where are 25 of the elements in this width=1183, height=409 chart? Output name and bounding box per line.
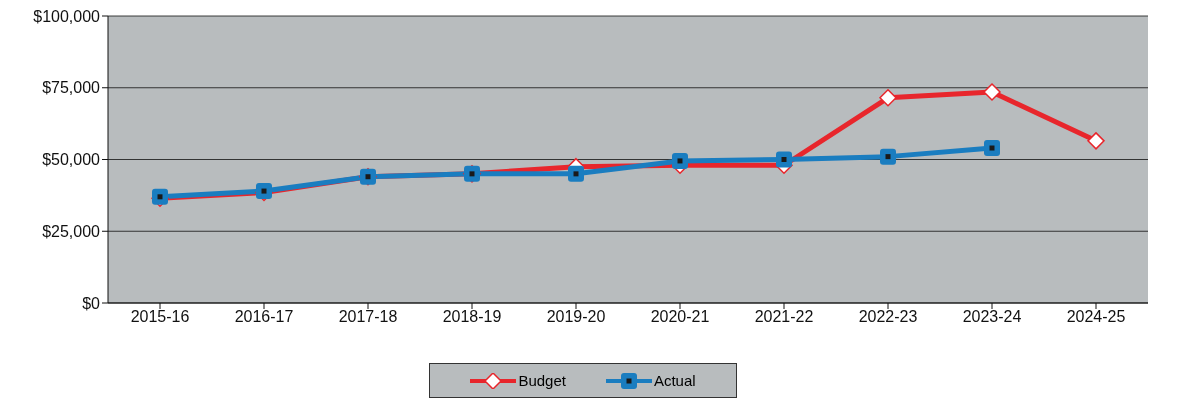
- x-tick-label: 2017-18: [338, 308, 398, 326]
- x-tick-label: 2018-19: [442, 308, 502, 326]
- x-tick-label: 2024-25: [1066, 308, 1126, 326]
- point: [984, 140, 1000, 157]
- y-tick-label: $0: [82, 294, 101, 312]
- x-tick-label: 2023-24: [962, 308, 1022, 326]
- x-tick-label: 2021-22: [754, 308, 814, 326]
- point: [879, 89, 897, 107]
- point: [983, 83, 1001, 101]
- legend-label: Budget: [518, 372, 566, 389]
- x-tick-label: 2019-20: [546, 308, 606, 326]
- point: [1087, 132, 1105, 150]
- y-tick-label: $100,000: [33, 7, 101, 25]
- x-tick-label: 2020-21: [650, 308, 710, 326]
- y-tick-label: $75,000: [42, 79, 101, 97]
- legend-label: Actual: [653, 372, 696, 389]
- point: [568, 165, 584, 182]
- y-tick-label: $25,000: [42, 222, 101, 240]
- point: [672, 152, 688, 169]
- point: [776, 151, 792, 168]
- x-tick-label: 2015-16: [130, 308, 190, 326]
- y-tick-label: $50,000: [42, 151, 101, 169]
- x-tick-label: 2016-17: [234, 308, 294, 326]
- x-tick-label: 2022-23: [858, 308, 918, 326]
- point: [880, 148, 896, 165]
